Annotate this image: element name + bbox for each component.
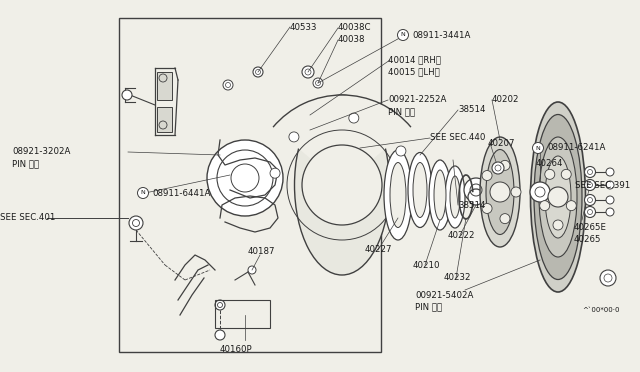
Circle shape — [122, 90, 132, 100]
Circle shape — [397, 29, 408, 41]
Circle shape — [313, 78, 323, 88]
Text: 08921-3202A: 08921-3202A — [12, 148, 70, 157]
Ellipse shape — [486, 150, 514, 234]
Circle shape — [464, 178, 488, 202]
Ellipse shape — [480, 137, 520, 247]
Text: 40202: 40202 — [492, 96, 520, 105]
Bar — [157, 72, 172, 100]
Text: PIN ピン: PIN ピン — [12, 160, 39, 169]
Text: SEE SEC.401: SEE SEC.401 — [0, 214, 56, 222]
Circle shape — [606, 208, 614, 216]
Text: 40232: 40232 — [444, 273, 472, 282]
Text: N: N — [141, 190, 145, 196]
Circle shape — [600, 270, 616, 286]
Ellipse shape — [408, 153, 432, 228]
Text: 40038: 40038 — [338, 35, 365, 45]
Circle shape — [584, 167, 595, 177]
Text: 40210: 40210 — [413, 260, 440, 269]
Circle shape — [223, 80, 233, 90]
Bar — [157, 107, 172, 132]
Text: 08911-6241A: 08911-6241A — [547, 144, 605, 153]
Circle shape — [349, 113, 359, 123]
Text: 00921-5402A: 00921-5402A — [415, 291, 474, 299]
Circle shape — [530, 182, 550, 202]
Text: 40264: 40264 — [536, 158, 563, 167]
Circle shape — [584, 180, 595, 190]
Text: 40038C: 40038C — [338, 23, 371, 32]
Text: 40187: 40187 — [248, 247, 275, 257]
Ellipse shape — [445, 166, 465, 228]
Circle shape — [482, 170, 492, 180]
Circle shape — [545, 169, 555, 179]
Circle shape — [584, 206, 595, 218]
Text: 40015 【LH】: 40015 【LH】 — [388, 67, 440, 77]
Wedge shape — [273, 95, 411, 185]
Circle shape — [511, 187, 521, 197]
Bar — [119, 18, 381, 352]
Ellipse shape — [413, 163, 427, 218]
Ellipse shape — [450, 176, 460, 218]
Text: 40265: 40265 — [574, 235, 602, 244]
Circle shape — [606, 168, 614, 176]
Text: SEE SEC.440: SEE SEC.440 — [430, 134, 485, 142]
Text: PIN ピン: PIN ピン — [388, 108, 415, 116]
Circle shape — [606, 181, 614, 189]
Ellipse shape — [539, 137, 577, 257]
Circle shape — [468, 189, 484, 205]
Ellipse shape — [531, 102, 586, 292]
Ellipse shape — [429, 160, 451, 230]
Text: 38514: 38514 — [458, 201, 486, 209]
Circle shape — [215, 300, 225, 310]
Circle shape — [553, 220, 563, 230]
Text: 08911-6441A: 08911-6441A — [152, 189, 211, 198]
Circle shape — [532, 142, 543, 154]
Circle shape — [500, 160, 510, 170]
Circle shape — [492, 162, 504, 174]
Circle shape — [289, 132, 299, 142]
Ellipse shape — [294, 95, 390, 275]
Circle shape — [215, 330, 225, 340]
Ellipse shape — [390, 163, 406, 228]
Circle shape — [606, 196, 614, 204]
Circle shape — [302, 145, 382, 225]
Circle shape — [396, 146, 406, 156]
Circle shape — [548, 187, 568, 207]
Circle shape — [482, 203, 492, 214]
Circle shape — [500, 214, 510, 224]
Circle shape — [253, 67, 263, 77]
Circle shape — [270, 168, 280, 178]
Text: 40265E: 40265E — [574, 224, 607, 232]
Text: N: N — [401, 32, 405, 38]
Text: PIN ピン: PIN ピン — [415, 302, 442, 311]
Circle shape — [302, 66, 314, 78]
Circle shape — [129, 216, 143, 230]
Text: 40160P: 40160P — [220, 346, 253, 355]
Circle shape — [561, 169, 572, 179]
Text: 00921-2252A: 00921-2252A — [388, 96, 446, 105]
Circle shape — [248, 266, 256, 274]
Text: SEE SEC.391: SEE SEC.391 — [575, 180, 630, 189]
Circle shape — [490, 182, 510, 202]
Circle shape — [138, 187, 148, 199]
Ellipse shape — [545, 156, 571, 238]
Text: ^`00*00·0: ^`00*00·0 — [582, 307, 620, 313]
Ellipse shape — [384, 150, 412, 240]
Text: N: N — [536, 145, 540, 151]
Ellipse shape — [434, 170, 446, 220]
Bar — [215, 300, 270, 328]
Text: 08911-3441A: 08911-3441A — [412, 31, 470, 39]
Circle shape — [207, 140, 283, 216]
Circle shape — [540, 201, 550, 211]
Text: 40014 【RH】: 40014 【RH】 — [388, 55, 441, 64]
Text: 40533: 40533 — [290, 22, 317, 32]
Text: 40207: 40207 — [488, 138, 515, 148]
Circle shape — [584, 195, 595, 205]
Circle shape — [566, 201, 576, 211]
Text: 40222: 40222 — [448, 231, 476, 240]
Ellipse shape — [534, 115, 582, 279]
Text: 40227: 40227 — [365, 246, 392, 254]
Text: 38514: 38514 — [458, 106, 486, 115]
